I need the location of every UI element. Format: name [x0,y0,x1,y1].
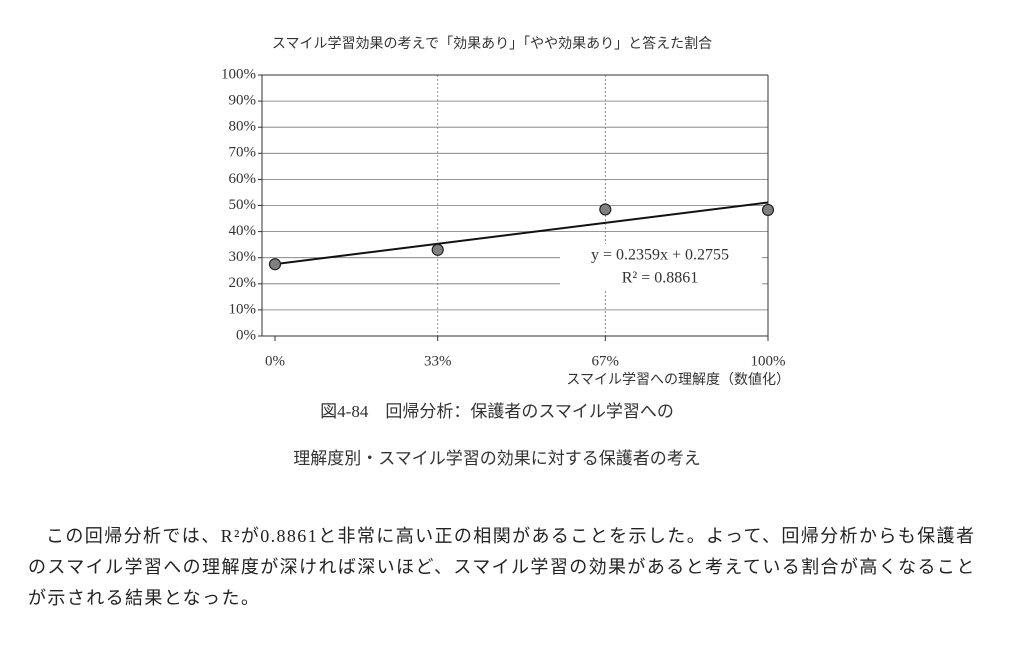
point [761,203,775,217]
x-tick-label: 67% [592,353,620,369]
y-tick-label: 0% [236,327,256,343]
chart: スマイル学習効果の考えで「効果あり」「やや効果あり」と答えた割合 スマイル学習へ… [221,35,790,468]
x-tick-label: 33% [424,353,452,369]
caption: 図4-84 回帰分析：保護者のスマイル学習への [320,402,674,421]
y-tick-label: 30% [229,249,257,265]
paragraph: この回帰分析では、R²が0.8861と非常に高い正の相関があることを示した。よっ… [28,526,976,608]
trendline-equation: y = 0.2359x + 0.2755 [591,247,729,264]
y-tick-label: 90% [229,93,257,109]
y-tick-label: 60% [229,171,257,187]
caption: 理解度別・スマイル学習の効果に対する保護者の考え [293,449,701,468]
trendline [274,201,769,266]
chart-title: スマイル学習効果の考えで「効果あり」「やや効果あり」と答えた割合 [272,35,712,52]
y-tick-label: 40% [229,223,257,239]
trendline-r2: R² = 0.8861 [622,270,699,287]
equation-box [560,244,762,290]
y-tick-label: 10% [229,301,257,317]
y-tick-label: 70% [229,145,257,161]
x-tick-label: 100% [751,353,786,369]
point [599,203,612,216]
point [268,258,282,271]
y-tick-label: 100% [221,66,256,82]
x-tick-label: 0% [265,353,285,369]
x-axis-title: スマイル学習への理解度（数値化） [566,372,790,388]
y-tick-label: 80% [229,119,257,135]
y-tick-label: 50% [229,197,257,213]
point [431,243,444,256]
y-tick-label: 20% [229,275,257,291]
